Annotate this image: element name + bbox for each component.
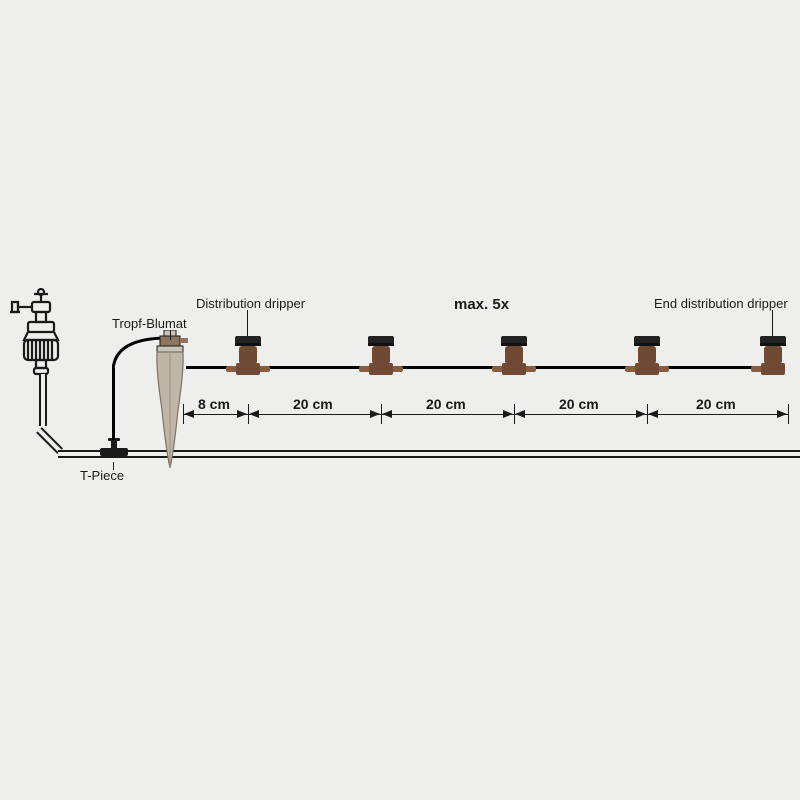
dim-label-0: 8 cm [198,396,230,412]
arrow-icon [184,410,194,418]
dimension-line [183,414,788,415]
dim-label-3: 20 cm [559,396,599,412]
dim-label-1: 20 cm [293,396,333,412]
arrow-icon [636,410,646,418]
dripper-4 [632,336,662,390]
dripper-1 [233,336,263,390]
arrow-icon [370,410,380,418]
arrow-icon [515,410,525,418]
dim-tick-5 [788,404,789,424]
t-piece-icon [100,438,128,464]
tropf-blumat-leader [170,330,171,340]
arrow-icon [777,410,787,418]
dripper-end [758,336,788,390]
arrow-icon [249,410,259,418]
dripper-2 [366,336,396,390]
tropf-blumat-label: Tropf-Blumat [112,316,187,331]
dim-label-4: 20 cm [696,396,736,412]
tube-tpiece-up [112,368,115,440]
arrow-icon [382,410,392,418]
tropf-blumat-icon [150,330,190,470]
arrow-icon [237,410,247,418]
distribution-dripper-label: Distribution dripper [196,296,305,311]
t-piece-leader [113,462,114,470]
dim-label-2: 20 cm [426,396,466,412]
arrow-icon [648,410,658,418]
end-dripper-label: End distribution dripper [654,296,788,311]
tube-main [186,366,782,369]
distribution-dripper-leader [247,310,248,336]
max-label: max. 5x [454,296,509,313]
arrow-icon [503,410,513,418]
dripper-3 [499,336,529,390]
t-piece-label: T-Piece [80,468,124,483]
supply-hose-vertical [39,374,47,426]
end-dripper-leader [772,310,773,336]
